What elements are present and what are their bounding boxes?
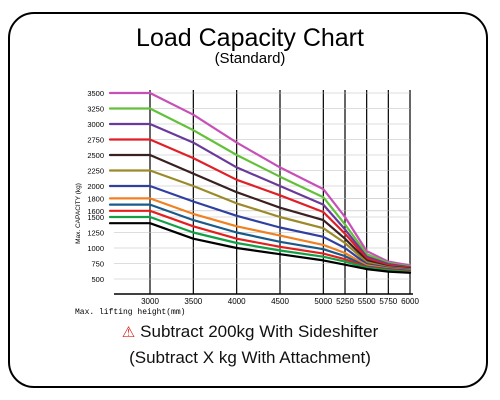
y-tick-label: 2000 <box>87 182 104 191</box>
y-tick-label: 1250 <box>87 229 104 238</box>
warning-triangle-icon: ⚠ <box>121 324 136 341</box>
y-tick-label: 1000 <box>87 244 104 253</box>
x-tick-label: 4000 <box>228 297 246 306</box>
series-line-11 <box>108 215 412 274</box>
y-tick-label: 1500 <box>87 213 104 222</box>
series-line-6 <box>108 169 412 271</box>
attachment-note: (Subtract X kg With Attachment) <box>129 348 371 367</box>
y-tick-label: 2500 <box>87 151 104 160</box>
series-line-3 <box>108 122 412 269</box>
chart-card <box>8 12 488 388</box>
y-tick-label: 500 <box>91 275 104 284</box>
y-tick-label: 1800 <box>87 194 104 203</box>
y-tick-label: 750 <box>91 260 104 269</box>
x-tick-label: 6000 <box>401 297 419 306</box>
sideshifter-note: ⚠ Subtract 200kg With Sideshifter <box>0 322 500 342</box>
y-tick-label: 2750 <box>87 136 104 145</box>
x-tick-label: 5500 <box>358 297 376 306</box>
x-tick-label: 5250 <box>336 297 354 306</box>
y-tick-label: 3000 <box>87 120 104 129</box>
y-axis-label: Max. CAPACITY (kg) <box>75 183 82 244</box>
x-tick-label: 5750 <box>379 297 397 306</box>
x-tick-label: 5000 <box>314 297 332 306</box>
chart-subtitle: (Standard) <box>214 50 286 67</box>
x-axis-label: Max. lifting height(mm) <box>75 308 185 317</box>
y-tick-label: 3250 <box>87 105 104 114</box>
y-tick-label: 3500 <box>87 89 104 98</box>
y-tick-label: 2250 <box>87 167 104 176</box>
sideshifter-note-text: Subtract 200kg With Sideshifter <box>140 322 379 341</box>
series-line-2 <box>108 107 412 268</box>
x-tick-label: 3500 <box>184 297 202 306</box>
chart-title: Load Capacity Chart <box>136 24 364 52</box>
series-line-5 <box>108 153 412 270</box>
series-line-4 <box>108 138 412 269</box>
x-tick-label: 4500 <box>271 297 289 306</box>
x-tick-label: 3000 <box>141 297 159 306</box>
y-tick-label: 1600 <box>87 207 104 216</box>
series-line-1 <box>108 91 412 267</box>
series-line-12 <box>108 222 412 274</box>
